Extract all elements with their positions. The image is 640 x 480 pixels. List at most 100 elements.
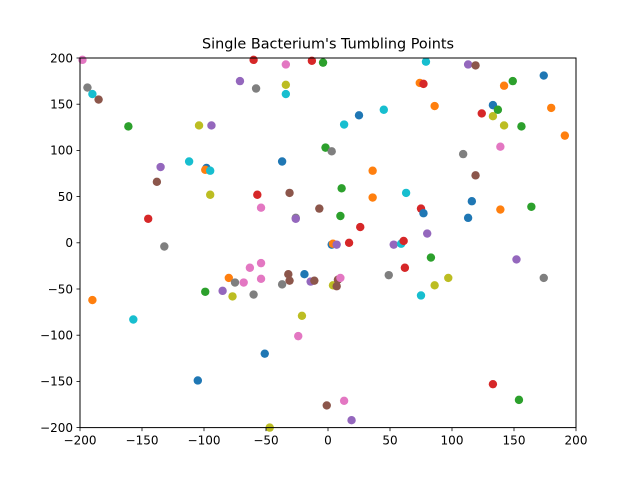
data-point — [419, 79, 428, 89]
data-point — [368, 166, 377, 175]
y-tick-label: 150 — [50, 98, 73, 112]
x-tick-label: −150 — [126, 434, 159, 448]
data-point — [310, 276, 319, 285]
data-point — [281, 60, 291, 69]
data-point — [339, 396, 349, 406]
data-point — [193, 376, 202, 385]
data-point — [256, 203, 266, 212]
data-point — [94, 95, 103, 104]
data-point — [224, 273, 233, 283]
data-point — [206, 166, 215, 175]
data-point — [321, 143, 330, 152]
data-point — [384, 270, 393, 280]
x-tick-label: 200 — [565, 434, 588, 448]
x-tick-label: 150 — [503, 434, 526, 448]
data-point — [499, 121, 509, 130]
data-point — [421, 57, 431, 66]
data-point — [315, 204, 324, 213]
data-point — [471, 61, 480, 70]
data-point — [444, 273, 453, 283]
data-point — [400, 263, 410, 272]
data-point — [285, 188, 294, 198]
data-point — [152, 177, 162, 187]
x-tick-label: −200 — [64, 434, 97, 448]
data-point — [547, 103, 556, 113]
data-point — [206, 190, 215, 199]
data-point — [419, 209, 428, 218]
data-point — [514, 395, 524, 405]
data-point — [347, 416, 356, 425]
data-point — [228, 292, 237, 301]
data-point — [88, 89, 97, 99]
y-tick-label: −100 — [40, 329, 73, 343]
data-point — [499, 81, 509, 90]
data-point — [184, 157, 194, 166]
data-point — [430, 281, 439, 290]
data-point — [245, 263, 255, 272]
y-tick-label: 50 — [58, 190, 73, 204]
data-point — [423, 229, 432, 238]
data-point — [160, 242, 169, 251]
chart-title: Single Bacterium's Tumbling Points — [202, 37, 454, 53]
data-point — [318, 58, 328, 67]
data-point — [129, 315, 138, 324]
data-point — [463, 60, 473, 69]
data-point — [337, 184, 346, 193]
data-point — [496, 205, 505, 214]
data-point — [517, 122, 526, 131]
data-point — [285, 276, 294, 285]
y-tick-label: 100 — [50, 144, 73, 158]
data-point — [253, 190, 262, 199]
data-point — [344, 238, 354, 247]
data-point — [124, 122, 133, 131]
points-layer — [78, 55, 570, 432]
y-tick-label: 200 — [50, 51, 73, 65]
data-point — [249, 55, 258, 65]
x-tick-label: −50 — [253, 434, 278, 448]
y-tick-label: −50 — [48, 282, 73, 296]
data-point — [399, 236, 408, 246]
data-point — [368, 193, 377, 202]
data-point — [471, 171, 480, 180]
data-point — [281, 80, 291, 89]
data-point — [527, 202, 536, 211]
data-point — [508, 76, 517, 86]
data-point — [307, 56, 317, 65]
data-point — [277, 280, 287, 289]
data-point — [230, 278, 240, 287]
data-point — [300, 270, 309, 279]
data-point — [235, 76, 245, 86]
x-tick-label: 50 — [382, 434, 397, 448]
data-point — [430, 101, 439, 111]
data-point — [339, 120, 349, 129]
y-axis: −200 −150 −100 −50 0 50 100 150 200 — [40, 51, 80, 435]
data-point — [281, 89, 291, 99]
data-point — [401, 188, 411, 198]
data-point — [332, 240, 341, 249]
data-point — [336, 273, 345, 283]
y-tick-label: −150 — [40, 375, 73, 389]
data-point — [201, 287, 210, 296]
data-point — [144, 214, 153, 223]
data-point — [539, 71, 548, 80]
data-point — [512, 255, 521, 264]
plot-area — [78, 55, 577, 432]
data-point — [332, 282, 341, 291]
data-point — [322, 401, 331, 410]
data-point — [88, 295, 97, 305]
data-point — [249, 290, 258, 299]
data-point — [493, 105, 503, 114]
data-point — [297, 311, 307, 320]
data-point — [156, 162, 165, 172]
data-point — [256, 258, 266, 268]
data-point — [83, 83, 92, 92]
data-point — [539, 273, 548, 283]
data-point — [356, 222, 365, 232]
data-point — [256, 274, 266, 284]
data-point — [284, 270, 293, 279]
x-tick-label: 0 — [324, 434, 332, 448]
x-axis: −200 −150 −100 −50 0 50 100 150 200 — [64, 427, 588, 448]
y-tick-label: 0 — [65, 236, 73, 250]
data-point — [488, 379, 498, 389]
